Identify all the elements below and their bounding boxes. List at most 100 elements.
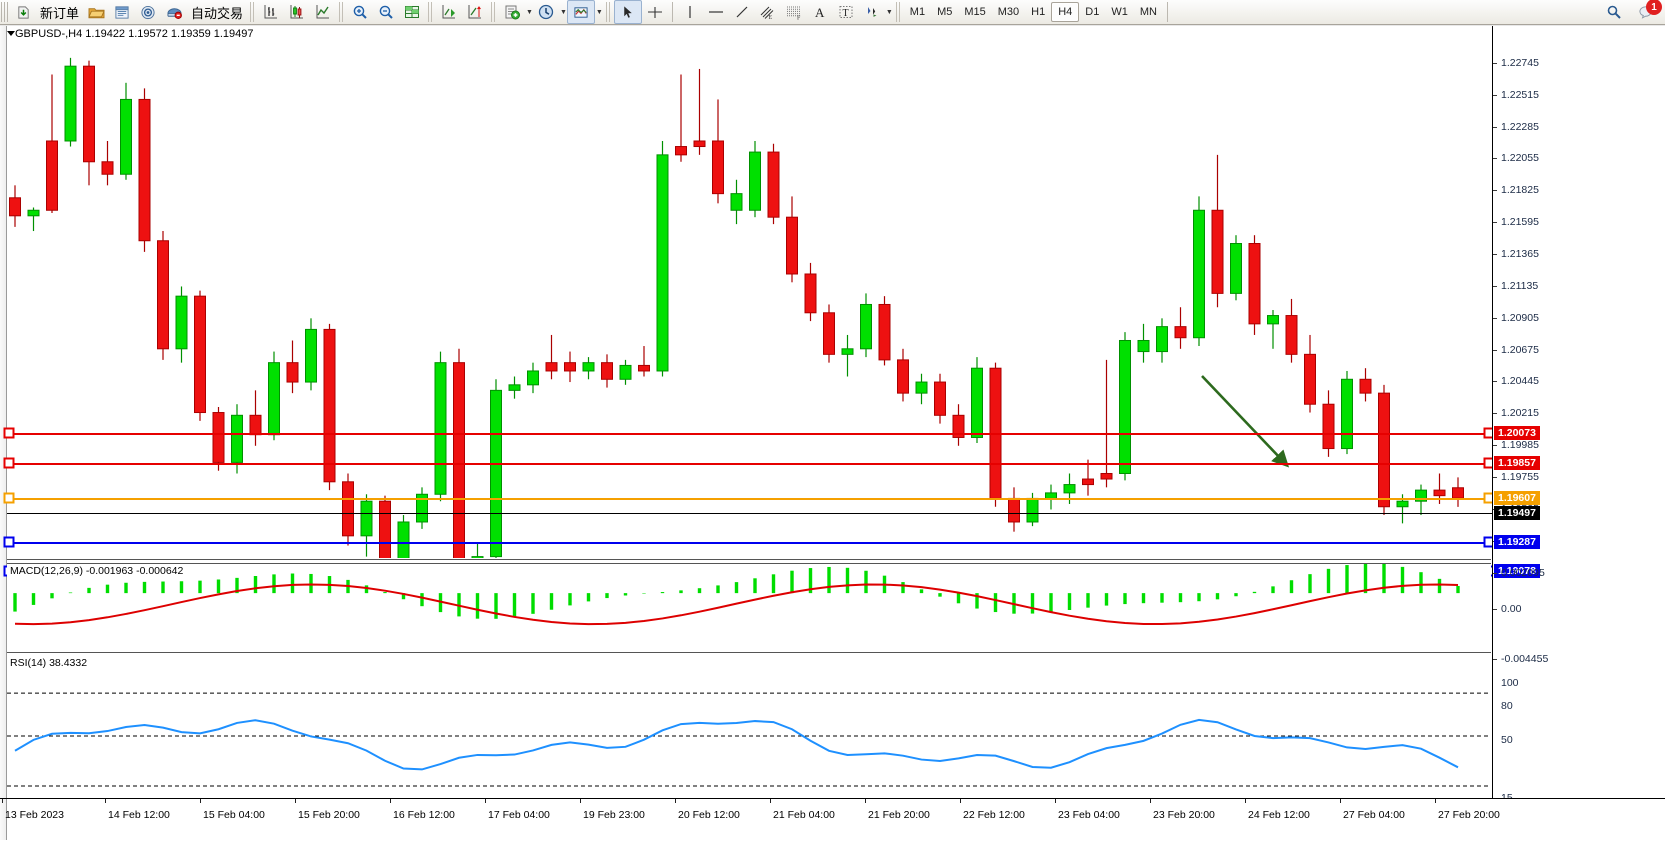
support-line-1[interactable]: [7, 541, 1492, 544]
price-tick: [1493, 285, 1497, 287]
timeframe-m15[interactable]: M15: [964, 6, 986, 18]
pivot-line[interactable]: [7, 497, 1492, 500]
price-tick: [1493, 445, 1497, 447]
current-price-line-tag[interactable]: 1.19497: [1494, 505, 1540, 520]
rsi-axis-label: 100: [1501, 677, 1519, 689]
timeframe-m1[interactable]: M1: [909, 6, 926, 18]
auto-scroll-icon[interactable]: [436, 1, 462, 23]
candlestick-chart-icon[interactable]: [284, 1, 310, 23]
time-axis-label: 13 Feb 2023: [5, 809, 64, 821]
line-chart-icon[interactable]: [310, 1, 336, 23]
periods-dropdown-caret-icon[interactable]: ▼: [559, 8, 567, 16]
toolbar-separator-2: [339, 2, 345, 22]
timeframe-h1[interactable]: H1: [1031, 6, 1046, 18]
resistance-line-2-tag[interactable]: 1.19857: [1494, 455, 1540, 470]
bar-chart-icon[interactable]: [258, 1, 284, 23]
macd-pane[interactable]: MACD(12,26,9) -0.001963 -0.000642: [7, 564, 1491, 652]
time-axis-label: 14 Feb 12:00: [108, 809, 170, 821]
macd-axis-label: 0.00: [1501, 603, 1522, 615]
price-tick: [1493, 381, 1497, 383]
macd-label: MACD(12,26,9) -0.001963 -0.000642: [10, 565, 184, 577]
chart-workspace[interactable]: GBPUSD-,H4 1.19422 1.19572 1.19359 1.194…: [0, 25, 1665, 841]
time-tick: [1055, 799, 1056, 803]
price-axis-label: 1.22055: [1501, 152, 1539, 165]
timeframe-mn[interactable]: MN: [1139, 6, 1157, 18]
window-icon[interactable]: [109, 1, 135, 23]
signal-icon[interactable]: [135, 1, 161, 23]
time-tick: [485, 799, 486, 803]
timeframe-m5[interactable]: M5: [937, 6, 953, 18]
horizontal-line-icon[interactable]: [703, 1, 729, 23]
time-axis-label: 22 Feb 12:00: [963, 809, 1025, 821]
expert-advisor-icon[interactable]: [161, 1, 187, 23]
svg-text:E: E: [768, 15, 772, 20]
chart-symbol-label: GBPUSD-,H4 1.19422 1.19572 1.19359 1.194…: [15, 28, 254, 40]
price-axis-label: 1.21135: [1501, 279, 1539, 292]
folder-icon[interactable]: [83, 1, 109, 23]
search-icon[interactable]: [1601, 1, 1627, 23]
periods-icon[interactable]: [533, 1, 559, 23]
chart-shift-icon[interactable]: [462, 1, 488, 23]
auto-trading-button[interactable]: 自动交易: [191, 5, 244, 21]
shapes-icon[interactable]: [859, 1, 885, 23]
down-trend-arrow[interactable]: [1197, 371, 1307, 481]
zoom-out-icon[interactable]: [373, 1, 399, 23]
data-window-icon[interactable]: [399, 1, 425, 23]
rsi-label: RSI(14) 38.4332: [10, 657, 88, 669]
price-tick: [1493, 253, 1497, 255]
timeframe-w1[interactable]: W1: [1111, 6, 1128, 18]
alerts-icon[interactable]: 1: [1633, 0, 1662, 23]
time-axis-label: 15 Feb 04:00: [203, 809, 265, 821]
text-icon[interactable]: A: [807, 1, 833, 23]
timeframe-m30[interactable]: M30: [997, 6, 1020, 18]
templates-dropdown-caret-icon[interactable]: ▼: [595, 8, 603, 16]
toolbar-separator-6: [895, 2, 901, 22]
rsi-pane[interactable]: RSI(14) 38.4332: [7, 656, 1491, 796]
pivot-line-tag[interactable]: 1.19607: [1494, 490, 1540, 505]
shapes-dropdown-caret-icon[interactable]: ▼: [885, 8, 893, 16]
pivot-line-handle-left[interactable]: [3, 492, 15, 504]
toolbar-separator-3: [428, 2, 434, 22]
vertical-line-icon[interactable]: [677, 1, 703, 23]
pane-separator-macd[interactable]: [7, 559, 1491, 564]
resistance-line-1-handle-left[interactable]: [3, 427, 15, 439]
templates-icon[interactable]: [566, 0, 595, 24]
timeframe-h4[interactable]: H4: [1051, 2, 1080, 22]
new-order-icon[interactable]: [10, 1, 36, 23]
indicator-dropdown-caret-icon[interactable]: ▼: [526, 8, 533, 16]
zoom-in-icon[interactable]: [347, 1, 373, 23]
current-price-line[interactable]: [7, 512, 1492, 514]
toolbar-divider-2: [1166, 2, 1168, 22]
time-axis-label: 15 Feb 20:00: [298, 809, 360, 821]
resistance-line-1-tag[interactable]: 1.20073: [1494, 425, 1540, 440]
equidistant-channel-icon[interactable]: E: [755, 1, 781, 23]
trendline-icon[interactable]: [729, 1, 755, 23]
toolbar-right-group: 1: [1601, 0, 1665, 23]
timeframe-d1[interactable]: D1: [1085, 6, 1100, 18]
toolbar-grip-1[interactable]: [1, 2, 8, 22]
price-axis-label: 1.20675: [1501, 343, 1539, 356]
text-label-icon[interactable]: T: [833, 1, 859, 23]
resistance-line-1[interactable]: [7, 432, 1492, 435]
support-line-2-tag[interactable]: 1.19078: [1494, 563, 1540, 578]
support-line-1-tag[interactable]: 1.19287: [1494, 534, 1540, 549]
time-tick: [1435, 799, 1436, 803]
support-line-1-handle-left[interactable]: [3, 536, 15, 548]
time-axis-label: 21 Feb 04:00: [773, 809, 835, 821]
candlestick-series: [9, 57, 1464, 558]
chart-collapse-caret-icon[interactable]: [7, 31, 15, 36]
macd-tick: [1493, 609, 1497, 610]
add-indicator-icon[interactable]: [499, 1, 525, 23]
resistance-line-2[interactable]: [7, 462, 1492, 465]
cursor-icon[interactable]: [613, 0, 642, 24]
new-order-button[interactable]: 新订单: [40, 5, 80, 21]
price-axis-label: 1.20445: [1501, 375, 1539, 388]
price-axis-label: 1.19755: [1501, 471, 1539, 484]
time-axis[interactable]: 13 Feb 2023 14 Feb 12:00 15 Feb 04:00 15 Fe…: [0, 798, 1665, 841]
fibonacci-icon[interactable]: F: [781, 1, 807, 23]
toolbar-separator-4: [491, 2, 497, 22]
price-axis[interactable]: 1.22745 1.22515 1.22285 1.22055 1.21825 1.215…: [1492, 26, 1665, 816]
crosshair-icon[interactable]: [642, 1, 668, 23]
resistance-line-2-handle-left[interactable]: [3, 457, 15, 469]
price-pane[interactable]: GBPUSD-,H4 1.19422 1.19572 1.19359 1.194…: [7, 26, 1491, 558]
